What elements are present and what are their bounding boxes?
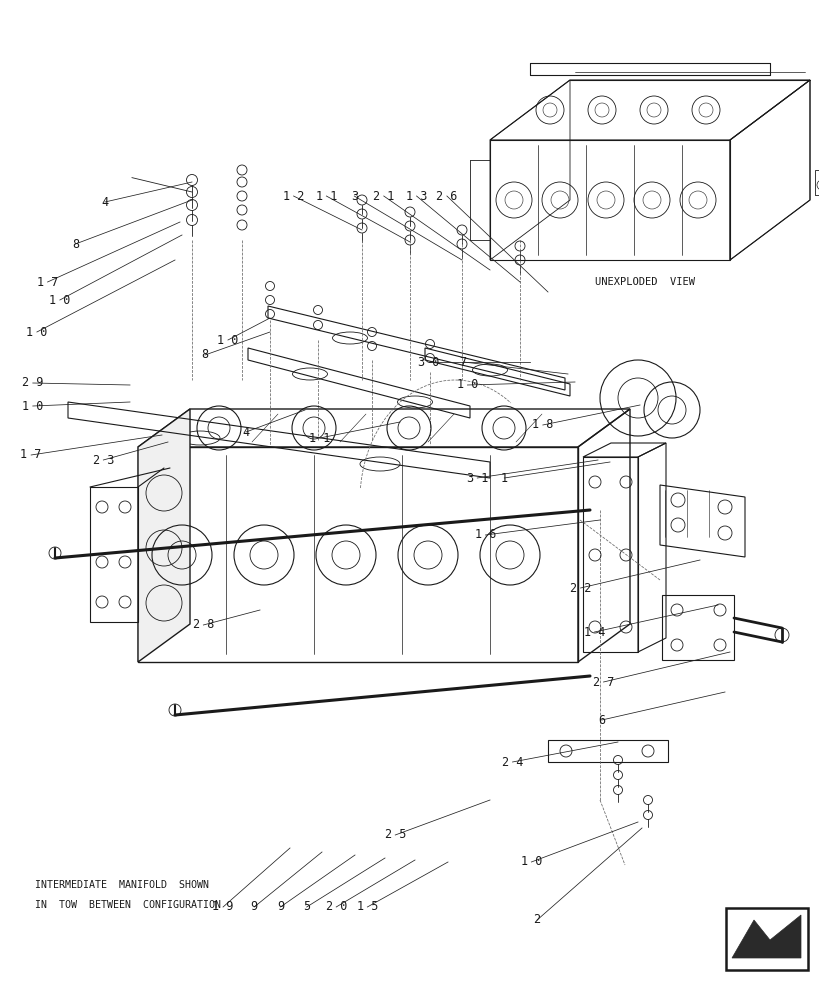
Text: 9: 9: [277, 900, 283, 913]
Text: 2 6: 2 6: [436, 190, 457, 203]
Text: 2 9: 2 9: [22, 376, 43, 389]
Text: 1 0: 1 0: [456, 378, 477, 391]
Text: 2 1: 2 1: [373, 190, 394, 203]
Text: 2 2: 2 2: [569, 582, 590, 594]
Text: 2 3: 2 3: [93, 454, 114, 466]
Text: 1 1: 1 1: [315, 190, 337, 203]
Text: 1 0: 1 0: [49, 294, 70, 306]
Text: 2 7: 2 7: [592, 676, 613, 688]
Text: 1 3: 1 3: [405, 190, 427, 203]
Text: 1 2: 1 2: [283, 190, 304, 203]
Text: 4: 4: [242, 426, 249, 438]
Text: 7: 7: [459, 356, 466, 368]
Text: UNEXPLODED  VIEW: UNEXPLODED VIEW: [595, 277, 695, 287]
Text: 8: 8: [201, 349, 208, 361]
Text: 2 4: 2 4: [501, 756, 523, 768]
Text: 2: 2: [533, 913, 540, 926]
Text: 1 8: 1 8: [532, 418, 553, 432]
Text: 6: 6: [598, 713, 604, 726]
Text: 2 0: 2 0: [325, 900, 346, 913]
Text: 1 7: 1 7: [37, 275, 58, 288]
Text: 1 0: 1 0: [26, 326, 48, 338]
Polygon shape: [138, 409, 190, 662]
Text: 1 0: 1 0: [520, 855, 541, 868]
Text: 1 5: 1 5: [356, 900, 378, 913]
Text: 1: 1: [500, 472, 507, 485]
Text: 2 8: 2 8: [192, 618, 214, 632]
Text: 8: 8: [72, 237, 79, 250]
Text: 3 1: 3 1: [466, 472, 487, 485]
Text: 1 9: 1 9: [212, 900, 233, 913]
Text: 4: 4: [102, 196, 108, 209]
Text: 9: 9: [251, 900, 257, 913]
Text: 1 1: 1 1: [309, 432, 330, 444]
Text: 1 4: 1 4: [583, 626, 604, 638]
Text: INTERMEDIATE  MANIFOLD  SHOWN: INTERMEDIATE MANIFOLD SHOWN: [35, 880, 209, 890]
Text: 1 6: 1 6: [474, 528, 495, 542]
Text: 5: 5: [303, 900, 310, 913]
Bar: [725, 908, 807, 970]
Text: 1 0: 1 0: [22, 399, 43, 412]
Polygon shape: [731, 915, 800, 958]
Text: 3: 3: [351, 190, 357, 203]
Text: IN  TOW  BETWEEN  CONFIGURATION: IN TOW BETWEEN CONFIGURATION: [35, 900, 221, 910]
Text: 1 0: 1 0: [217, 334, 238, 347]
Text: 2 5: 2 5: [384, 828, 405, 841]
Text: 1 7: 1 7: [20, 448, 42, 462]
Text: 3 0: 3 0: [418, 356, 439, 368]
